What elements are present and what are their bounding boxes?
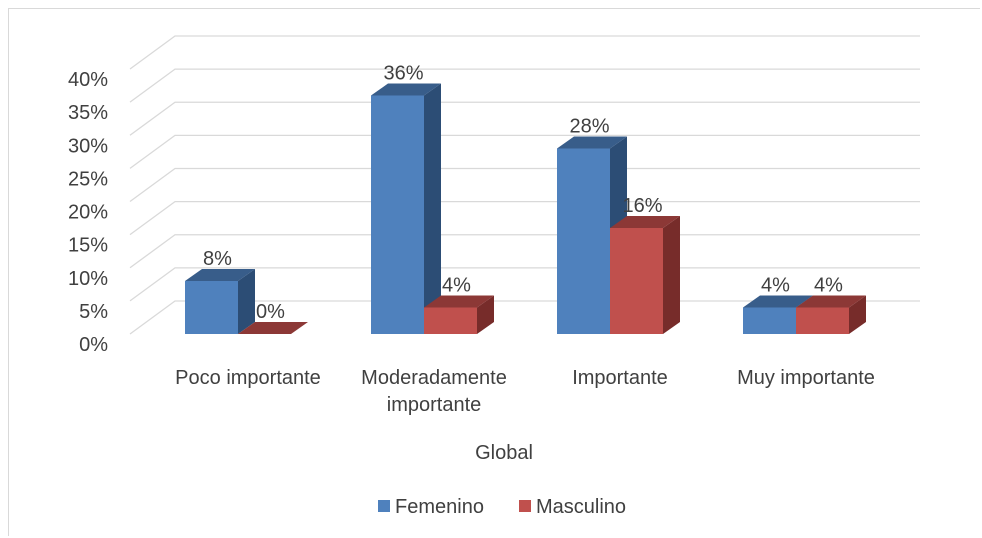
bar — [371, 83, 441, 334]
x-tick-label: Moderadamente — [361, 367, 507, 389]
gridline — [129, 68, 920, 103]
y-tick-label: 10% — [68, 268, 108, 290]
bar — [796, 295, 866, 334]
y-tick-label: 15% — [68, 235, 108, 257]
legend-label: Masculino — [536, 496, 626, 518]
data-label: 4% — [761, 275, 790, 297]
legend-swatch — [519, 500, 531, 512]
bar — [238, 322, 308, 334]
bar — [610, 216, 680, 334]
data-label: 0% — [256, 301, 285, 323]
y-tick-label: 35% — [68, 102, 108, 124]
bars — [185, 83, 866, 334]
x-axis-title: Global — [475, 442, 533, 464]
gridline — [129, 101, 920, 136]
y-tick-label: 20% — [68, 202, 108, 224]
x-tick-label: Muy importante — [737, 367, 875, 389]
legend-label: Femenino — [395, 496, 484, 518]
data-label: 4% — [442, 275, 471, 297]
y-tick-label: 40% — [68, 69, 108, 91]
x-tick-label: importante — [387, 394, 482, 416]
gridline — [129, 35, 920, 70]
chart-frame — [8, 8, 980, 536]
bar — [424, 295, 494, 334]
x-axis-ticks: Poco importante Moderadamente importante Im… — [175, 367, 875, 416]
y-tick-label: 25% — [68, 168, 108, 190]
y-tick-label: 0% — [79, 334, 108, 356]
data-label: 28% — [569, 116, 609, 138]
legend-item: Masculino — [519, 496, 626, 518]
x-tick-label: Poco importante — [175, 367, 321, 389]
gridline — [129, 234, 920, 269]
y-tick-label: 30% — [68, 135, 108, 157]
gridline — [129, 167, 920, 203]
data-label: 4% — [814, 275, 843, 297]
y-axis-ticks: 0% 5% 10% 15% 20% 25% 30% 35% 40% — [68, 69, 108, 356]
legend-swatch — [378, 500, 390, 512]
gridline — [129, 200, 920, 236]
x-tick-label: Importante — [572, 367, 668, 389]
bar — [185, 269, 255, 334]
data-labels: 8% 0% 36% 4% 28% 16% 4% 4% — [203, 63, 843, 324]
legend: Femenino Masculino — [378, 496, 626, 518]
y-tick-label: 5% — [79, 301, 108, 323]
data-label: 16% — [622, 195, 662, 217]
gridlines — [129, 35, 920, 335]
gridline — [129, 134, 920, 169]
legend-item: Femenino — [378, 496, 484, 518]
data-label: 8% — [203, 248, 232, 270]
data-label: 36% — [383, 63, 423, 85]
